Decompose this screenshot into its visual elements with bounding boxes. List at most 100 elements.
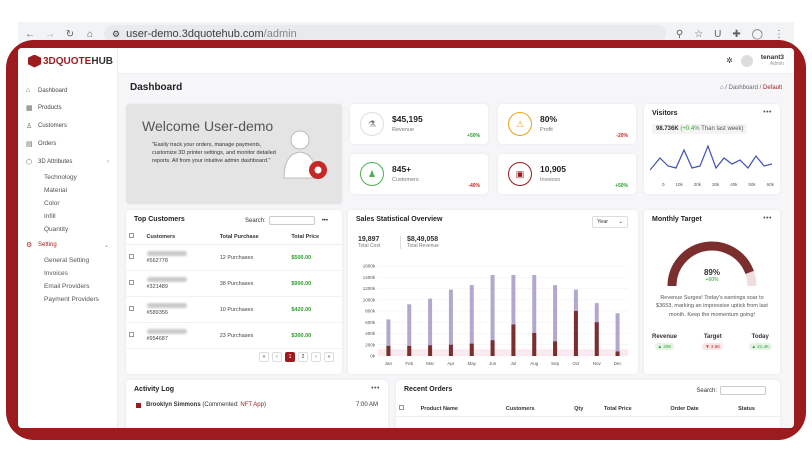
user-name: tenant3	[760, 54, 784, 61]
back-icon[interactable]: ←	[25, 28, 35, 40]
x-tick-label: Apr	[447, 361, 455, 366]
reload-icon[interactable]: ↻	[65, 28, 75, 40]
bar-series-1	[511, 275, 516, 356]
page-2[interactable]: 2	[298, 352, 308, 362]
target-message: Revenue Surges! Today's earnings soar to…	[656, 295, 768, 318]
monthly-target-title: Monthly Target	[652, 216, 702, 223]
more-icon[interactable]: •••	[763, 215, 772, 222]
home-icon[interactable]: ⌂	[719, 84, 724, 91]
sidebar-item-3d-attributes[interactable]: ⬡ 3D Attributes ›	[26, 159, 109, 166]
recent-orders-title: Recent Orders	[404, 386, 453, 393]
forward-icon[interactable]: →	[45, 28, 55, 40]
sidebar-item-dashboard[interactable]: ⌂ Dashboard	[26, 87, 68, 94]
row-checkbox[interactable]	[129, 254, 134, 259]
page-prev[interactable]: ‹	[272, 352, 282, 362]
settings-icon[interactable]: ✲	[726, 56, 733, 65]
star-icon[interactable]: ☆	[694, 28, 704, 40]
sidebar-sub-invoices[interactable]: Invoices	[44, 270, 68, 277]
chevron-right-icon: ›	[107, 159, 109, 165]
user-menu[interactable]: tenant3 Admin	[761, 54, 784, 67]
purchase-count: 10 Purchases	[216, 296, 289, 323]
customer-search-input[interactable]	[268, 216, 315, 225]
change-badge: +50%	[615, 183, 628, 189]
bar-series-1	[428, 298, 433, 356]
select-all-checkbox[interactable]	[399, 405, 404, 410]
sidebar-sub-material[interactable]: Material	[44, 187, 68, 194]
y-tick-label: 1600k	[363, 264, 376, 269]
logo: 3DQUOTE HUB	[18, 48, 117, 74]
table-row[interactable]: #954687 23 Purchases $300.00	[126, 322, 342, 349]
x-tick-label: Jul	[511, 361, 517, 366]
sidebar-sub-quantity[interactable]: Quantity	[44, 226, 69, 233]
profile-icon[interactable]: ◯	[751, 28, 763, 40]
customer-id: #954687	[146, 336, 168, 342]
sidebar-sub-payment-providers[interactable]: Payment Providers	[44, 296, 99, 303]
address-bar[interactable]: ⚙ user-demo.3dquotehub.com/admin	[104, 25, 666, 43]
row-checkbox[interactable]	[129, 280, 134, 285]
table-row[interactable]: #562778 12 Purchases $500.00	[126, 244, 342, 271]
puzzle-icon[interactable]: ✚	[732, 28, 741, 40]
target-target: Target ▼ 3.5K	[702, 334, 724, 350]
page-title: Dashboard	[130, 82, 183, 93]
zoom-icon[interactable]: ⚲	[675, 28, 684, 40]
select-all-checkbox[interactable]	[129, 233, 134, 238]
home-icon[interactable]: ⌂	[86, 28, 94, 40]
table-row[interactable]: #589356 10 Purchases $420.00	[126, 296, 342, 323]
activity-title: Activity Log	[134, 386, 175, 393]
cart-icon: ▤	[26, 141, 33, 148]
sidebar-item-setting[interactable]: ⚙ Setting ⌄	[26, 242, 109, 249]
x-tick-label: Feb	[405, 361, 413, 366]
more-icon[interactable]: •••	[763, 109, 772, 116]
more-icon[interactable]: •••	[321, 217, 328, 224]
site-info-icon[interactable]: ⚙	[112, 28, 121, 39]
page-first[interactable]: «	[259, 352, 269, 362]
period-select[interactable]: Year ⌄	[592, 216, 628, 228]
row-checkbox[interactable]	[129, 306, 134, 311]
customer-id: #562778	[146, 258, 168, 264]
total-price: $300.00	[288, 322, 342, 349]
purchase-count: 12 Purchases	[216, 244, 289, 271]
sidebar-sub-infill[interactable]: Infill	[44, 213, 56, 220]
customer-name-blurred	[146, 303, 187, 308]
page-last[interactable]: »	[324, 352, 334, 362]
sidebar-sub-general-setting[interactable]: General Setting	[44, 257, 90, 264]
row-checkbox[interactable]	[129, 332, 134, 337]
menu-icon[interactable]: ⋮	[774, 28, 784, 40]
sidebar-item-orders[interactable]: ▤ Orders	[26, 141, 57, 148]
page-next[interactable]: ›	[311, 352, 321, 362]
orders-table: Product Name Customers Qty Total Price O…	[396, 401, 780, 417]
logo-hex-icon	[28, 54, 41, 68]
bar-series-2	[553, 341, 558, 356]
activity-link[interactable]: NFT App	[240, 402, 264, 408]
change-badge: +50%	[467, 133, 480, 139]
page-1[interactable]: 1	[285, 352, 295, 362]
sidebar-sub-technology[interactable]: Technology	[44, 174, 77, 181]
top-customers-title: Top Customers	[134, 216, 185, 223]
user-gear-illustration	[283, 130, 327, 179]
sales-title: Sales Statistical Overview	[356, 216, 443, 223]
target-gauge	[667, 241, 757, 287]
orders-search-input[interactable]	[720, 386, 766, 395]
more-icon[interactable]: •••	[371, 385, 380, 392]
extension-icon[interactable]: U	[714, 28, 722, 40]
bar-series-2	[511, 324, 516, 356]
home-icon: ⌂	[26, 87, 31, 94]
target-revenue: Revenue ▲ 20K	[652, 334, 678, 350]
bar-series-2	[573, 311, 578, 356]
table-row[interactable]: #321489 38 Purchases $900.00	[126, 270, 342, 297]
avatar[interactable]	[740, 54, 753, 67]
x-tick-label: Oct	[572, 361, 580, 366]
sidebar-sub-color[interactable]: Color	[44, 200, 60, 207]
box-icon: ▦	[26, 105, 33, 112]
sidebar-sub-email-providers[interactable]: Email Providers	[44, 283, 90, 290]
breadcrumb: ⌂ / Dashboard / Default	[719, 84, 782, 91]
breadcrumb-dashboard[interactable]: Dashboard	[728, 84, 758, 91]
sidebar-item-products[interactable]: ▦ Products	[26, 105, 62, 112]
bar-series-2	[594, 322, 599, 356]
customers-table: Customers Total Purchase Total Price #56…	[126, 229, 342, 349]
y-tick-label: 1200k	[363, 286, 376, 291]
bar-series-2	[490, 340, 495, 356]
sidebar-item-customers[interactable]: ♙ Customers	[26, 123, 68, 130]
bar-series-2	[428, 345, 433, 356]
x-tick-label: Sep	[551, 361, 560, 366]
